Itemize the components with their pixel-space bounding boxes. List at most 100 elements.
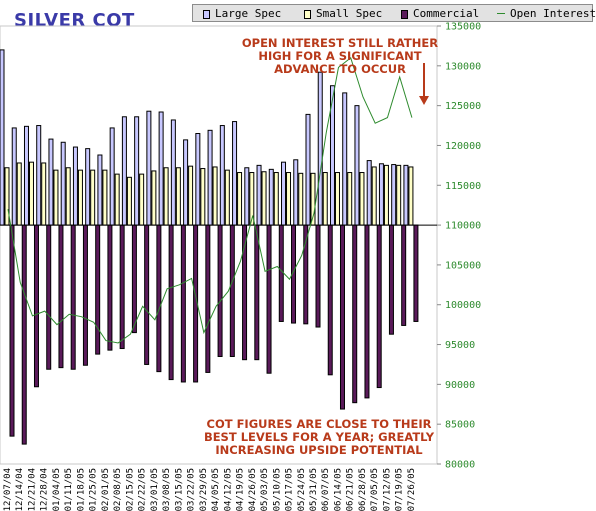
y-tick-label: 130000 bbox=[445, 61, 481, 72]
bar-small-spec bbox=[200, 168, 206, 226]
x-tick-label: 06/14/05 bbox=[333, 468, 343, 511]
bar-small-spec bbox=[151, 170, 157, 226]
bar-large-spec bbox=[366, 160, 372, 226]
legend-swatch-commercial bbox=[401, 9, 408, 19]
x-tick-label: 12/07/04 bbox=[3, 468, 13, 511]
bar-commercial bbox=[156, 224, 162, 373]
bar-small-spec bbox=[298, 172, 304, 226]
bar-commercial bbox=[254, 224, 260, 361]
bar-large-spec bbox=[11, 127, 17, 226]
bar-small-spec bbox=[65, 167, 71, 226]
legend-label-small-spec: Small Spec bbox=[316, 7, 383, 20]
x-tick-label: 12/28/04 bbox=[40, 468, 50, 511]
bar-commercial bbox=[95, 224, 101, 355]
x-tick-label: 07/12/05 bbox=[382, 468, 392, 511]
x-tick-label: 04/05/05 bbox=[211, 468, 221, 511]
bar-small-spec bbox=[383, 164, 389, 226]
bar-commercial bbox=[278, 224, 284, 322]
bar-small-spec bbox=[41, 162, 47, 226]
bar-small-spec bbox=[322, 172, 328, 226]
legend-swatch-large-spec bbox=[203, 9, 210, 19]
bar-large-spec bbox=[207, 129, 213, 226]
bar-large-spec bbox=[403, 164, 409, 226]
bar-small-spec bbox=[359, 172, 365, 226]
bar-large-spec bbox=[354, 105, 360, 226]
bar-large-spec bbox=[134, 116, 140, 226]
bar-small-spec bbox=[102, 169, 108, 226]
bar-commercial bbox=[82, 224, 88, 366]
legend-swatch-open-interest bbox=[497, 12, 505, 14]
bar-small-spec bbox=[261, 171, 267, 226]
bar-commercial bbox=[144, 224, 150, 365]
bar-small-spec bbox=[286, 172, 292, 226]
bar-commercial bbox=[168, 224, 174, 381]
bar-small-spec bbox=[396, 164, 402, 226]
bar-commercial bbox=[33, 224, 39, 388]
x-tick-label: 05/10/05 bbox=[272, 468, 282, 511]
bar-large-spec bbox=[244, 167, 250, 226]
bar-large-spec bbox=[219, 125, 225, 226]
x-tick-label: 02/01/05 bbox=[101, 468, 111, 511]
bar-small-spec bbox=[347, 172, 353, 226]
bar-commercial bbox=[352, 224, 358, 404]
x-tick-label: 02/15/05 bbox=[125, 468, 135, 511]
x-tick-label: 01/04/05 bbox=[52, 468, 62, 511]
x-tick-label: 12/14/04 bbox=[15, 468, 25, 511]
bar-commercial bbox=[413, 224, 419, 322]
bar-large-spec bbox=[317, 71, 323, 226]
y-tick-label: 135000 bbox=[445, 22, 481, 33]
bar-small-spec bbox=[334, 172, 340, 226]
bar-commercial bbox=[70, 224, 76, 370]
y-tick-label: 115000 bbox=[445, 181, 481, 192]
bar-large-spec bbox=[0, 49, 5, 226]
x-tick-label: 04/12/05 bbox=[223, 468, 233, 511]
y-tick-label: 95000 bbox=[445, 340, 475, 351]
x-tick-label: 06/21/05 bbox=[346, 468, 356, 511]
y-tick-label: 120000 bbox=[445, 141, 481, 152]
bar-large-spec bbox=[268, 168, 274, 226]
bar-small-spec bbox=[77, 169, 83, 226]
y-tick-label: 105000 bbox=[445, 260, 481, 271]
x-tick-label: 02/08/05 bbox=[113, 468, 123, 511]
legend: Large Spec Small Spec Commercial Open In… bbox=[192, 4, 596, 22]
bar-commercial bbox=[315, 224, 321, 328]
bar-commercial bbox=[388, 224, 394, 335]
bar-small-spec bbox=[126, 176, 132, 226]
bar-large-spec bbox=[256, 164, 262, 226]
bar-commercial bbox=[339, 224, 345, 410]
annotation-arrow bbox=[419, 63, 429, 105]
x-tick-label: 05/17/05 bbox=[285, 468, 295, 511]
bar-large-spec bbox=[281, 161, 287, 226]
open-interest-line bbox=[7, 57, 413, 344]
x-tick-label: 05/31/05 bbox=[309, 468, 319, 511]
y-tick-label: 85000 bbox=[445, 420, 475, 431]
bar-commercial bbox=[229, 224, 235, 357]
legend-item-commercial: Commercial bbox=[401, 7, 479, 20]
legend-item-large-spec: Large Spec bbox=[203, 7, 281, 20]
plot-area bbox=[0, 25, 438, 465]
x-axis: 12/07/04 12/14/04 12/21/04 12/28/04 01/04/05… bbox=[3, 468, 417, 511]
bar-small-spec bbox=[212, 166, 218, 226]
bar-large-spec bbox=[195, 133, 201, 226]
bar-small-spec bbox=[408, 166, 414, 226]
x-tick-label: 06/28/05 bbox=[358, 468, 368, 511]
legend-item-small-spec: Small Spec bbox=[304, 7, 382, 20]
arrow-head bbox=[419, 96, 429, 105]
bar-commercial bbox=[376, 224, 382, 389]
bar-large-spec bbox=[391, 164, 397, 226]
y-tick-label: 90000 bbox=[445, 380, 475, 391]
bar-commercial bbox=[205, 224, 211, 373]
bar-large-spec bbox=[183, 139, 189, 226]
bar-small-spec bbox=[4, 167, 10, 226]
legend-label-open-interest: Open Interest bbox=[510, 7, 596, 20]
y-axis: 80000 85000 90000 95000 100000 105000 110000 11… bbox=[437, 22, 481, 471]
x-tick-label: 02/22/05 bbox=[138, 468, 148, 511]
annotation-open-interest: OPEN INTEREST STILL RATHER HIGH FOR A SI… bbox=[241, 36, 439, 76]
bar-small-spec bbox=[139, 173, 145, 226]
x-tick-label: 07/26/05 bbox=[407, 468, 417, 511]
bar-commercial bbox=[119, 224, 125, 350]
bar-commercial bbox=[180, 224, 186, 383]
bar-small-spec bbox=[90, 169, 96, 226]
bar-large-spec bbox=[342, 92, 348, 226]
